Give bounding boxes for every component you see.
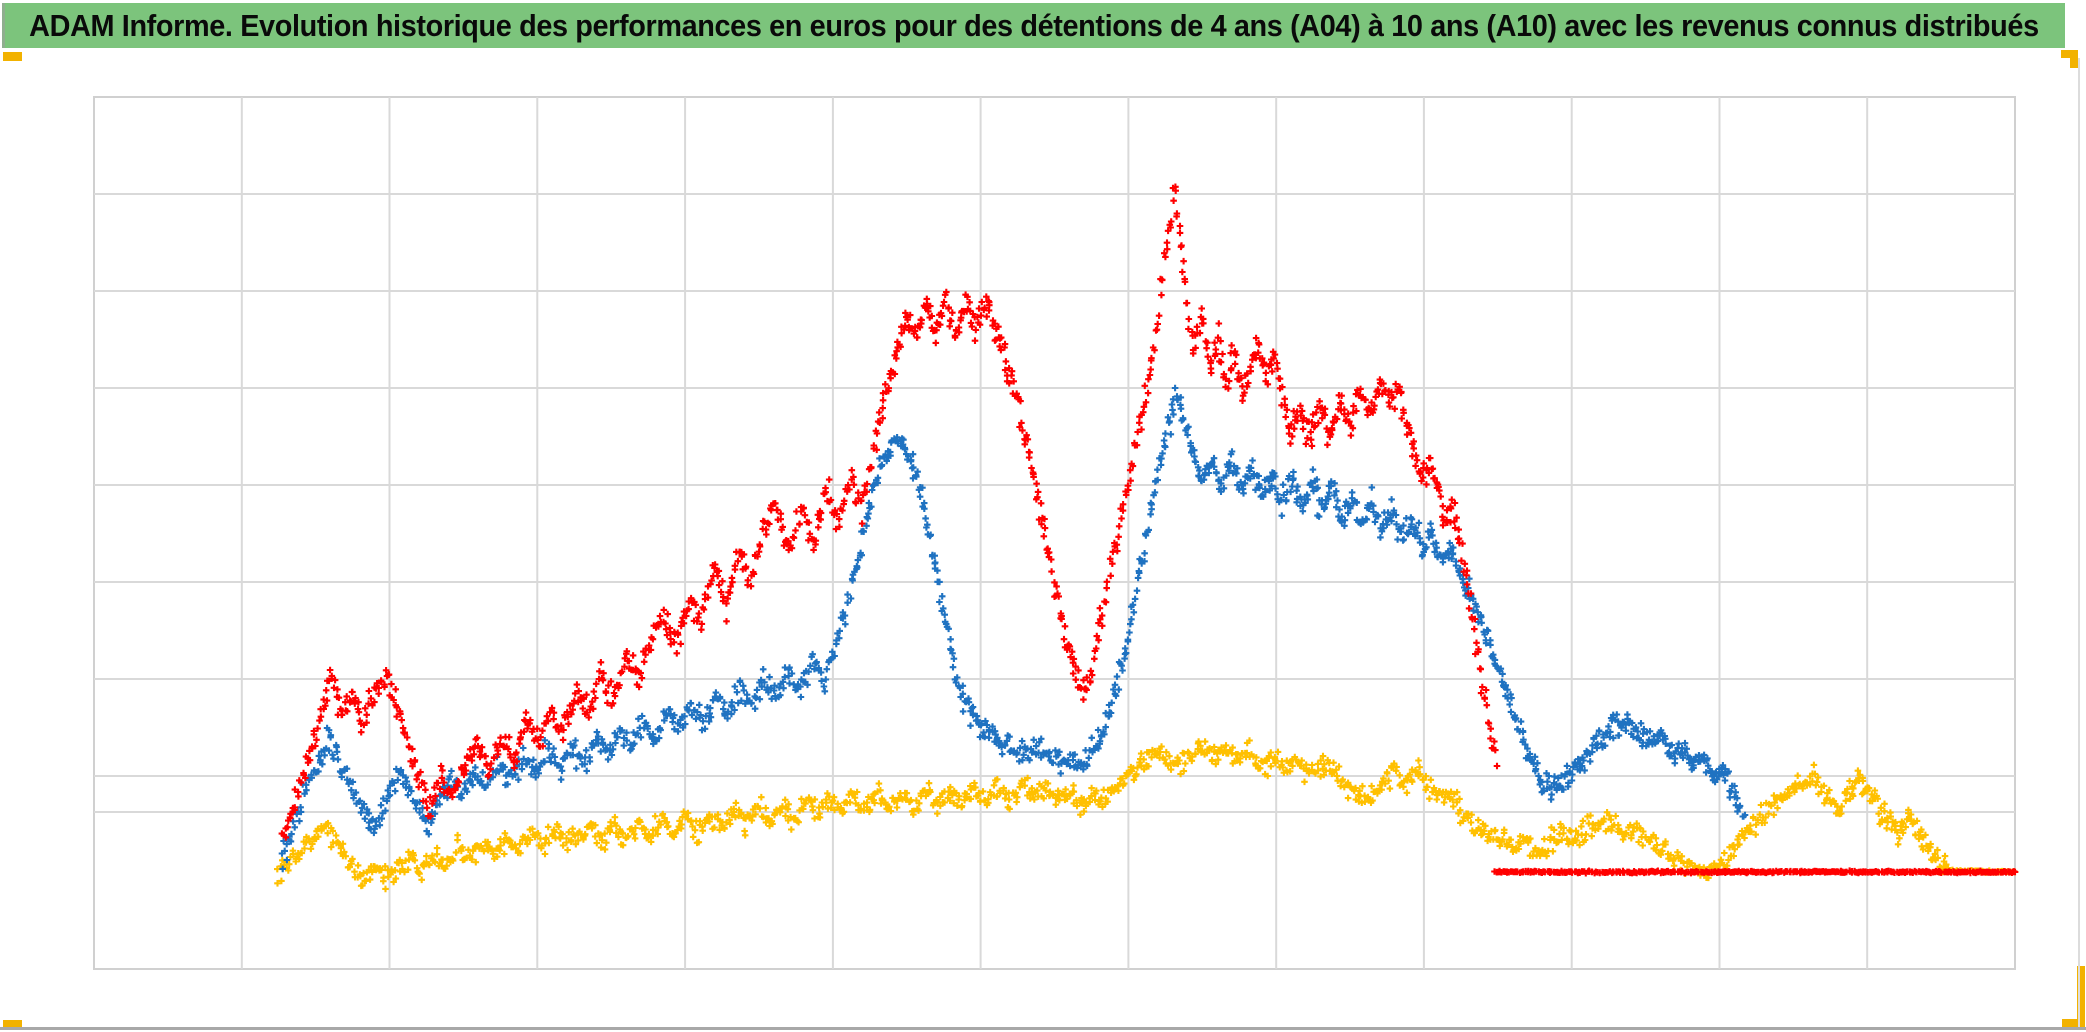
page-title: ADAM Informe. Evolution historique des p… — [29, 7, 2039, 43]
series-red-trace-longest-holding — [278, 183, 2019, 877]
window-bottom-border — [0, 1027, 2086, 1030]
plot-area — [93, 96, 2016, 970]
placeholder-corner-top-right-v — [2070, 50, 2078, 68]
series-blue-trace-medium-holding — [278, 384, 1749, 873]
series-yellow-trace-shortest-holding — [274, 737, 2019, 893]
placeholder-corner-bottom-left — [3, 1020, 22, 1028]
window-right-border — [2078, 58, 2080, 1028]
placeholder-corner-bottom-right-v — [2077, 966, 2085, 1027]
placeholder-corner-top-right-h — [2061, 50, 2078, 58]
report-title-bar: ADAM Informe. Evolution historique des p… — [2, 3, 2065, 48]
vertical-gridlines — [240, 97, 1869, 969]
placeholder-corner-bottom-right-h — [2062, 1019, 2085, 1027]
placeholder-corner-top-left — [3, 52, 22, 61]
